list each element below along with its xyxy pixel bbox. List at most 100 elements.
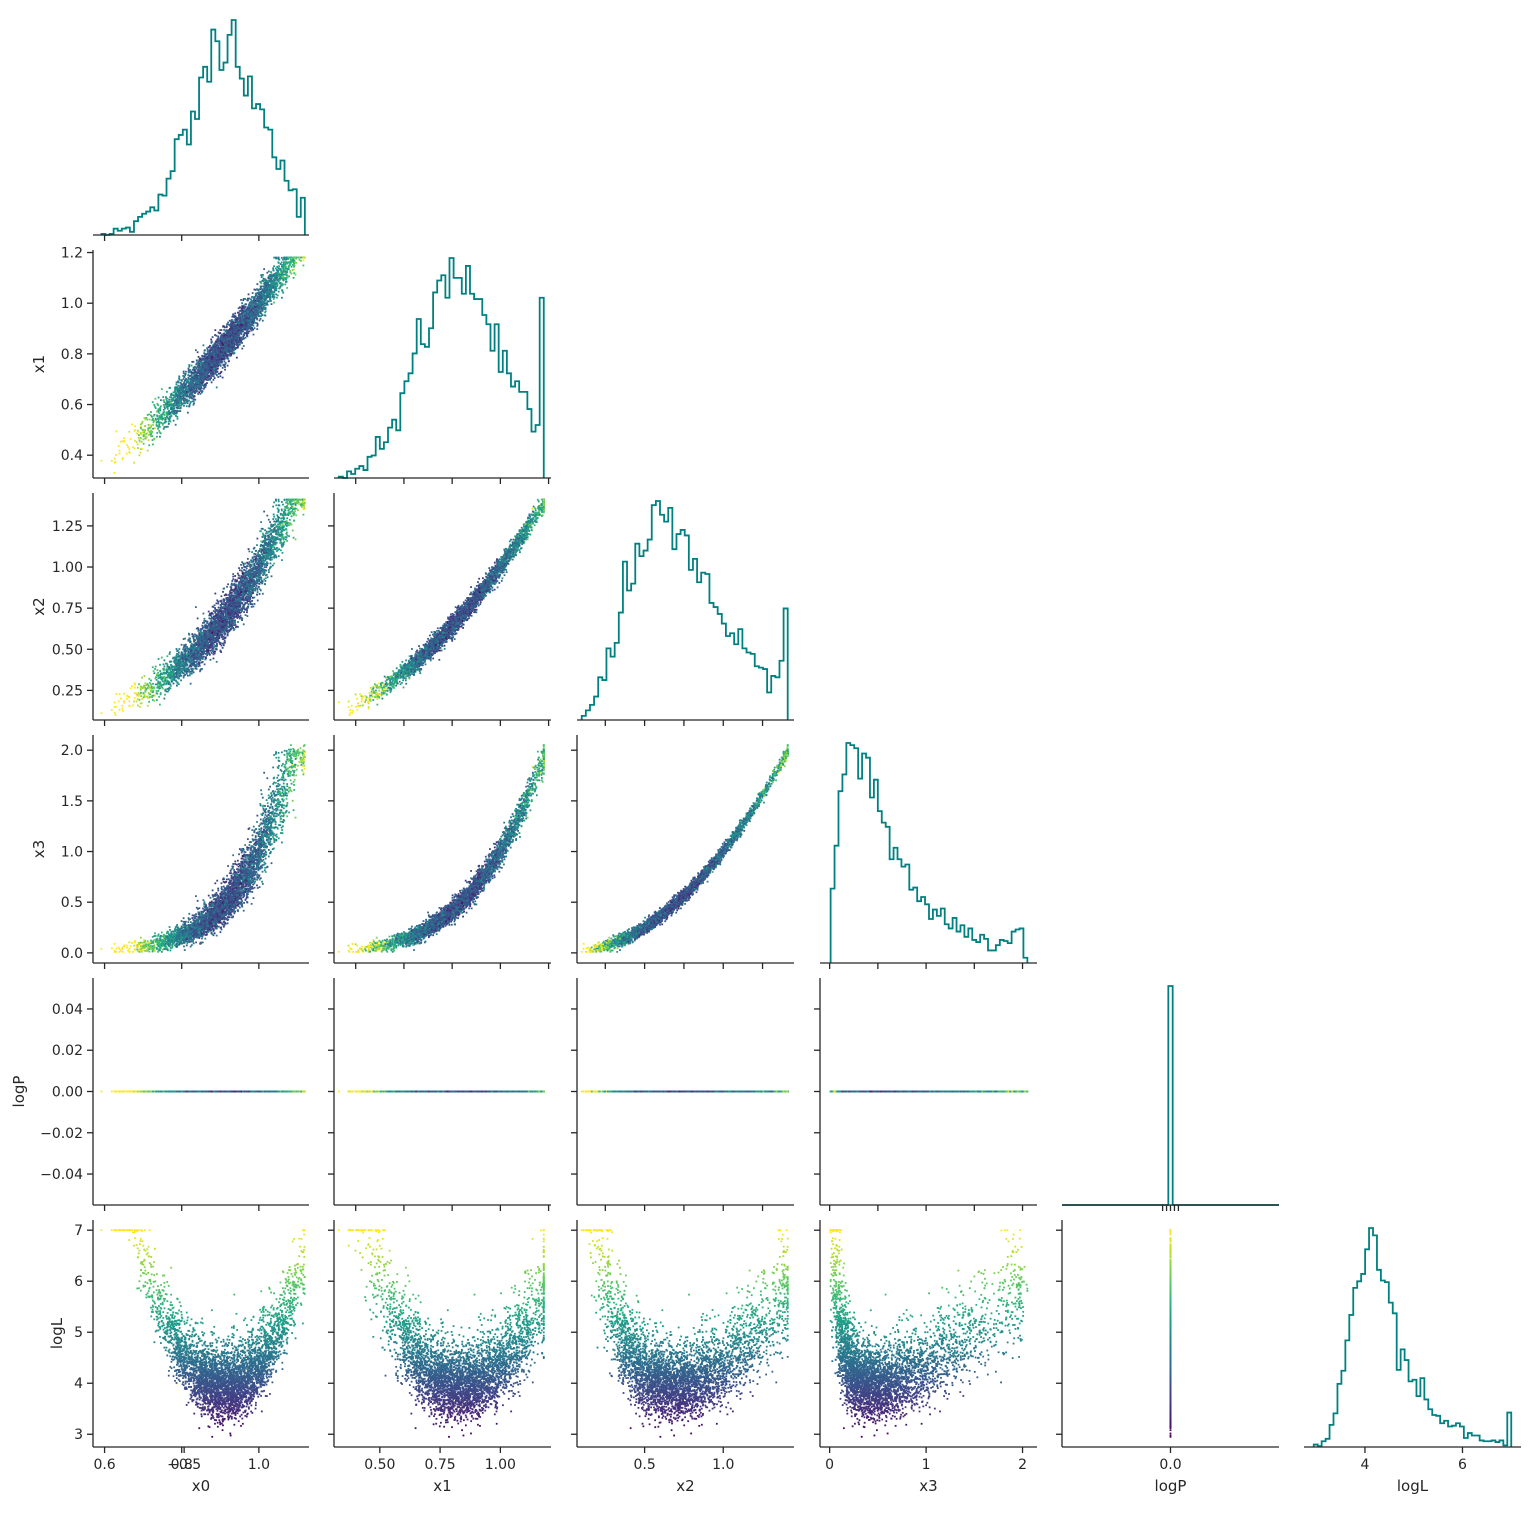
panel-x1-vs-x0: 0.40.60.81.01.2x1 (30, 246, 309, 484)
scatter-point (147, 450, 149, 452)
scatter-point (126, 444, 128, 446)
scatter-point (155, 407, 157, 409)
scatter-point (158, 397, 160, 399)
scatter-point (147, 414, 149, 416)
scatter-point (150, 435, 152, 437)
scatter-point (166, 412, 168, 414)
scatter-point (144, 419, 146, 421)
scatter-point (281, 261, 283, 263)
scatter-point (259, 320, 261, 322)
scatter-point (272, 267, 274, 269)
scatter-point (134, 429, 136, 431)
scatter-point (192, 375, 194, 377)
scatter-point (262, 320, 264, 322)
scatter-point (246, 331, 248, 333)
scatter-point (144, 417, 146, 419)
scatter-point (258, 304, 260, 306)
scatter-point (214, 329, 216, 331)
scatter-point (258, 290, 260, 292)
scatter-point (250, 298, 252, 300)
scatter-point (163, 401, 165, 403)
scatter-point (192, 380, 194, 382)
scatter-point (242, 327, 244, 329)
scatter-point (162, 423, 164, 425)
scatter-point (275, 289, 277, 291)
scatter-point (149, 431, 151, 433)
scatter-point (260, 318, 262, 320)
scatter-point (293, 277, 295, 279)
scatter-point (253, 334, 255, 336)
scatter-point (128, 431, 130, 433)
scatter-point (244, 298, 246, 300)
scatter-point (299, 259, 301, 261)
scatter-point (278, 258, 280, 260)
scatter-point (166, 400, 168, 402)
scatter-point (153, 404, 155, 406)
scatter-point (202, 380, 204, 382)
scatter-point (130, 438, 132, 440)
scatter-point (303, 265, 305, 267)
scatter-point (240, 299, 242, 301)
scatter-point (124, 441, 126, 443)
scatter-point (156, 436, 158, 438)
scatter-point (164, 406, 166, 408)
scatter-point (168, 423, 170, 425)
scatter-point (151, 416, 153, 418)
scatter-point (248, 293, 250, 295)
scatter-point (276, 297, 278, 299)
scatter-point (163, 409, 165, 411)
scatter-point (272, 296, 274, 298)
scatter-point (132, 446, 134, 448)
scatter-point (291, 266, 293, 268)
scatter-point (156, 432, 158, 434)
scatter-point (134, 440, 136, 442)
scatter-point (163, 428, 165, 430)
scatter-point (228, 360, 230, 362)
scatter-point (185, 371, 187, 373)
scatter-point (221, 360, 223, 362)
scatter-point (156, 411, 158, 413)
scatter-point (145, 417, 147, 419)
scatter-point (162, 396, 164, 398)
scatter-point (176, 416, 178, 418)
scatter-point (194, 399, 196, 401)
scatter-point (138, 437, 140, 439)
scatter-point (143, 443, 145, 445)
scatter-point (136, 441, 138, 443)
scatter-point (191, 365, 193, 367)
scatter-point (227, 365, 229, 367)
scatter-point (131, 424, 133, 426)
scatter-point (137, 447, 139, 449)
scatter-point (141, 441, 143, 443)
scatter-point (128, 448, 130, 450)
scatter-point (273, 302, 275, 304)
scatter-point (142, 421, 144, 423)
scatter-point (201, 388, 203, 390)
scatter-point (251, 300, 253, 302)
scatter-point (163, 411, 165, 413)
scatter-point (183, 382, 185, 384)
scatter-point (220, 364, 222, 366)
scatter-point (271, 303, 273, 305)
scatter-point (188, 371, 190, 373)
scatter-point (278, 257, 280, 259)
scatter-point (122, 459, 124, 461)
scatter-point (222, 367, 224, 369)
scatter-point (176, 407, 178, 409)
scatter-point (197, 351, 199, 353)
scatter-point (285, 281, 287, 283)
scatter-point (168, 410, 170, 412)
scatter-point (160, 406, 162, 408)
scatter-point (138, 434, 140, 436)
scatter-point (119, 450, 121, 452)
scatter-point (188, 385, 190, 387)
scatter-point (183, 371, 185, 373)
scatter-point (176, 410, 178, 412)
scatter-point (180, 407, 182, 409)
scatter-point (140, 452, 142, 454)
scatter-point (273, 294, 275, 296)
scatter-point (273, 257, 275, 259)
scatter-point (260, 310, 262, 312)
scatter-point (148, 413, 150, 415)
scatter-point (261, 307, 263, 309)
